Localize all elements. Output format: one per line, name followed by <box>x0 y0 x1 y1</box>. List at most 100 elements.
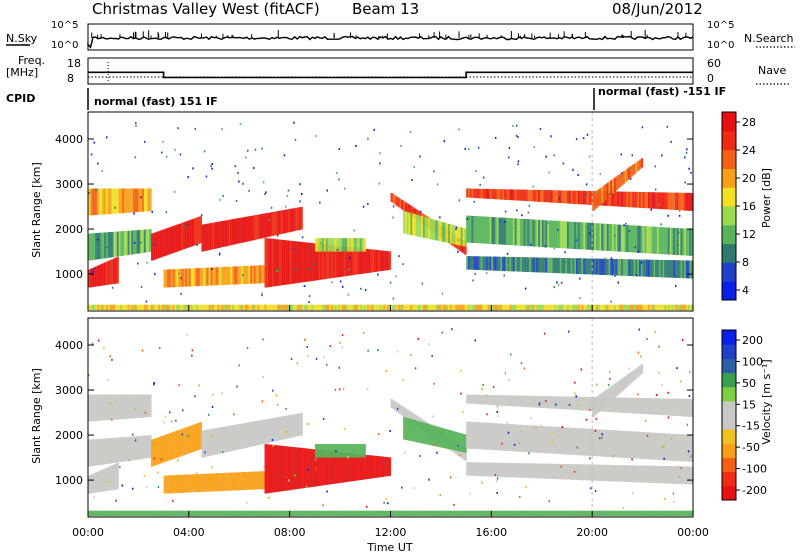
echo-cell <box>199 474 202 492</box>
echo-dot <box>622 507 625 509</box>
echo-cell <box>491 217 494 245</box>
echo-cell <box>466 421 469 449</box>
echo-cell <box>359 304 363 311</box>
echo-cell <box>386 251 390 271</box>
echo-cell <box>558 510 561 517</box>
echo-cell <box>230 425 233 452</box>
echo-cell <box>467 510 471 517</box>
echo-cell <box>260 265 264 284</box>
echo-cell <box>206 223 210 251</box>
echo-cell <box>491 395 494 405</box>
echo-cell <box>475 422 478 450</box>
echo-cell <box>644 432 647 460</box>
echo-cell <box>493 423 496 451</box>
echo-cell <box>547 304 550 311</box>
echo-cell <box>93 439 96 466</box>
echo-cell <box>545 396 548 409</box>
echo-dot <box>628 367 630 370</box>
echo-cell <box>343 304 347 311</box>
echo-cell <box>271 444 275 493</box>
echo-cell <box>588 397 591 411</box>
echo-cell <box>633 465 636 483</box>
colorbar-cell <box>722 415 736 430</box>
echo-cell <box>667 260 671 278</box>
echo-cell <box>687 466 690 485</box>
colorbar-cell <box>722 400 736 416</box>
echo-cell <box>406 203 410 214</box>
echo-cell <box>599 187 602 205</box>
echo-cell <box>476 304 480 311</box>
echo-cell <box>404 202 408 213</box>
echo-cell <box>323 304 327 311</box>
echo-cell <box>412 304 415 311</box>
echo-dot <box>377 349 379 352</box>
echo-cell <box>669 192 672 210</box>
echo-cell <box>512 510 516 517</box>
echo-cell <box>304 448 307 488</box>
echo-cell <box>268 304 271 311</box>
echo-cell <box>473 188 476 198</box>
echo-dot <box>457 250 459 253</box>
power-ylabel: Slant Range [km] <box>30 162 43 258</box>
echo-cell <box>106 188 109 215</box>
echo-cell <box>601 258 604 275</box>
echo-cell <box>133 188 136 213</box>
echo-cell <box>329 238 332 252</box>
echo-cell <box>521 510 525 517</box>
cpid-segment-1: normal (fast) 151 IF <box>94 95 218 108</box>
echo-cell <box>651 432 654 460</box>
echo-cell <box>660 192 663 210</box>
echo-dot <box>641 126 644 129</box>
colorbar-cell <box>722 372 736 388</box>
echo-cell <box>530 510 534 517</box>
echo-dot <box>474 273 476 276</box>
echo-cell <box>242 266 246 284</box>
echo-cell <box>318 444 321 458</box>
echo-cell <box>462 240 465 254</box>
echo-dot <box>285 205 287 208</box>
echo-cell <box>109 466 112 491</box>
echo-cell <box>478 256 482 271</box>
echo-cell <box>539 257 543 273</box>
echo-cell <box>363 510 366 517</box>
echo-cell <box>383 510 386 517</box>
echo-cell <box>440 510 444 517</box>
time-axis-label: Time UT <box>366 541 412 554</box>
echo-cell <box>651 465 654 483</box>
echo-dot <box>496 479 498 482</box>
echo-cell <box>174 269 177 288</box>
echo-cell <box>412 213 415 236</box>
echo-dot <box>684 156 686 159</box>
echo-cell <box>626 465 629 482</box>
echo-dot <box>464 147 466 150</box>
echo-dot <box>662 446 664 449</box>
echo-cell <box>325 238 329 252</box>
echo-cell <box>476 422 480 450</box>
echo-cell <box>529 257 532 273</box>
echo-cell <box>669 510 672 517</box>
echo-dot <box>441 292 444 295</box>
echo-dot <box>610 257 613 260</box>
echo-dot <box>132 487 134 490</box>
echo-cell <box>133 304 136 311</box>
echo-cell <box>192 218 195 246</box>
echo-cell <box>554 190 557 203</box>
echo-dot <box>353 229 355 232</box>
echo-dot <box>655 394 658 396</box>
echo-cell <box>630 259 633 277</box>
echo-dot <box>183 225 185 228</box>
echo-dot <box>421 282 424 285</box>
echo-cell <box>340 510 343 517</box>
echo-cell <box>671 304 674 311</box>
echo-cell <box>331 444 334 458</box>
echo-cell <box>422 304 426 311</box>
echo-dot <box>462 411 464 414</box>
echo-cell <box>102 394 105 421</box>
echo-cell <box>259 265 262 284</box>
echo-cell <box>377 510 381 517</box>
echo-cell <box>619 430 622 458</box>
echo-cell <box>453 431 456 451</box>
echo-cell <box>102 232 105 259</box>
echo-cell <box>588 258 591 275</box>
echo-cell <box>404 304 408 311</box>
